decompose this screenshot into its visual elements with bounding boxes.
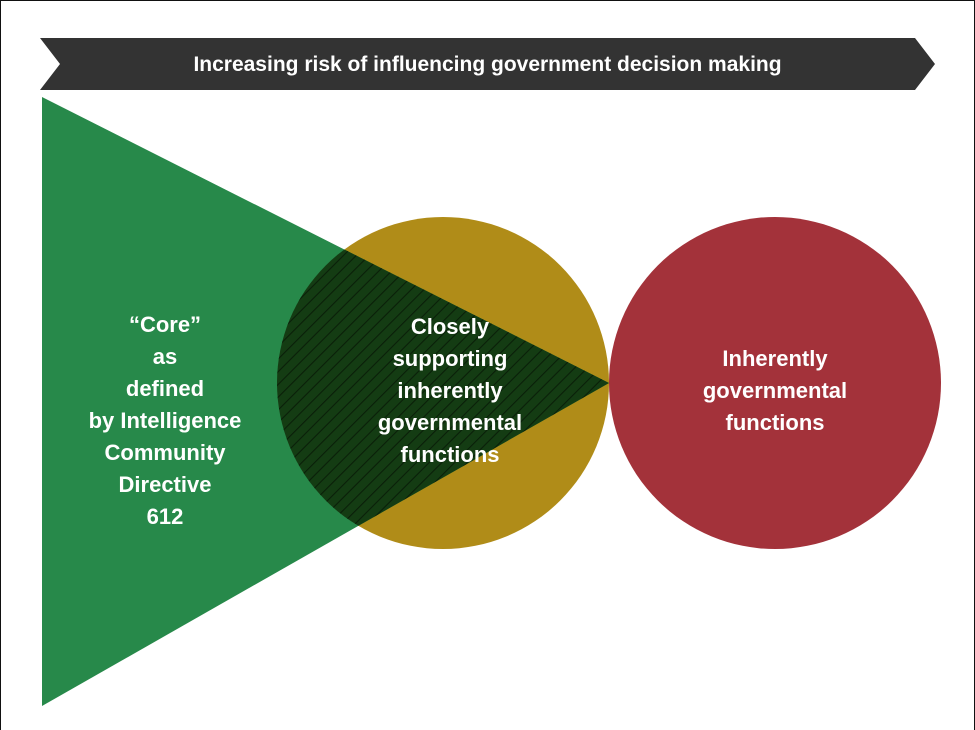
core-label: “Core” as defined by Intelligence Commun… [88,312,242,529]
overlap-region [277,217,609,549]
inherently-governmental-label: Inherently governmental functions [702,346,848,435]
inherently-governmental-circle [609,217,941,549]
risk-arrow-banner [40,38,935,90]
overlap-hatch [277,217,609,549]
risk-banner-text: Increasing risk of influencing governmen… [193,53,782,76]
closely-supporting-label: Closely supporting inherently government… [377,314,523,467]
